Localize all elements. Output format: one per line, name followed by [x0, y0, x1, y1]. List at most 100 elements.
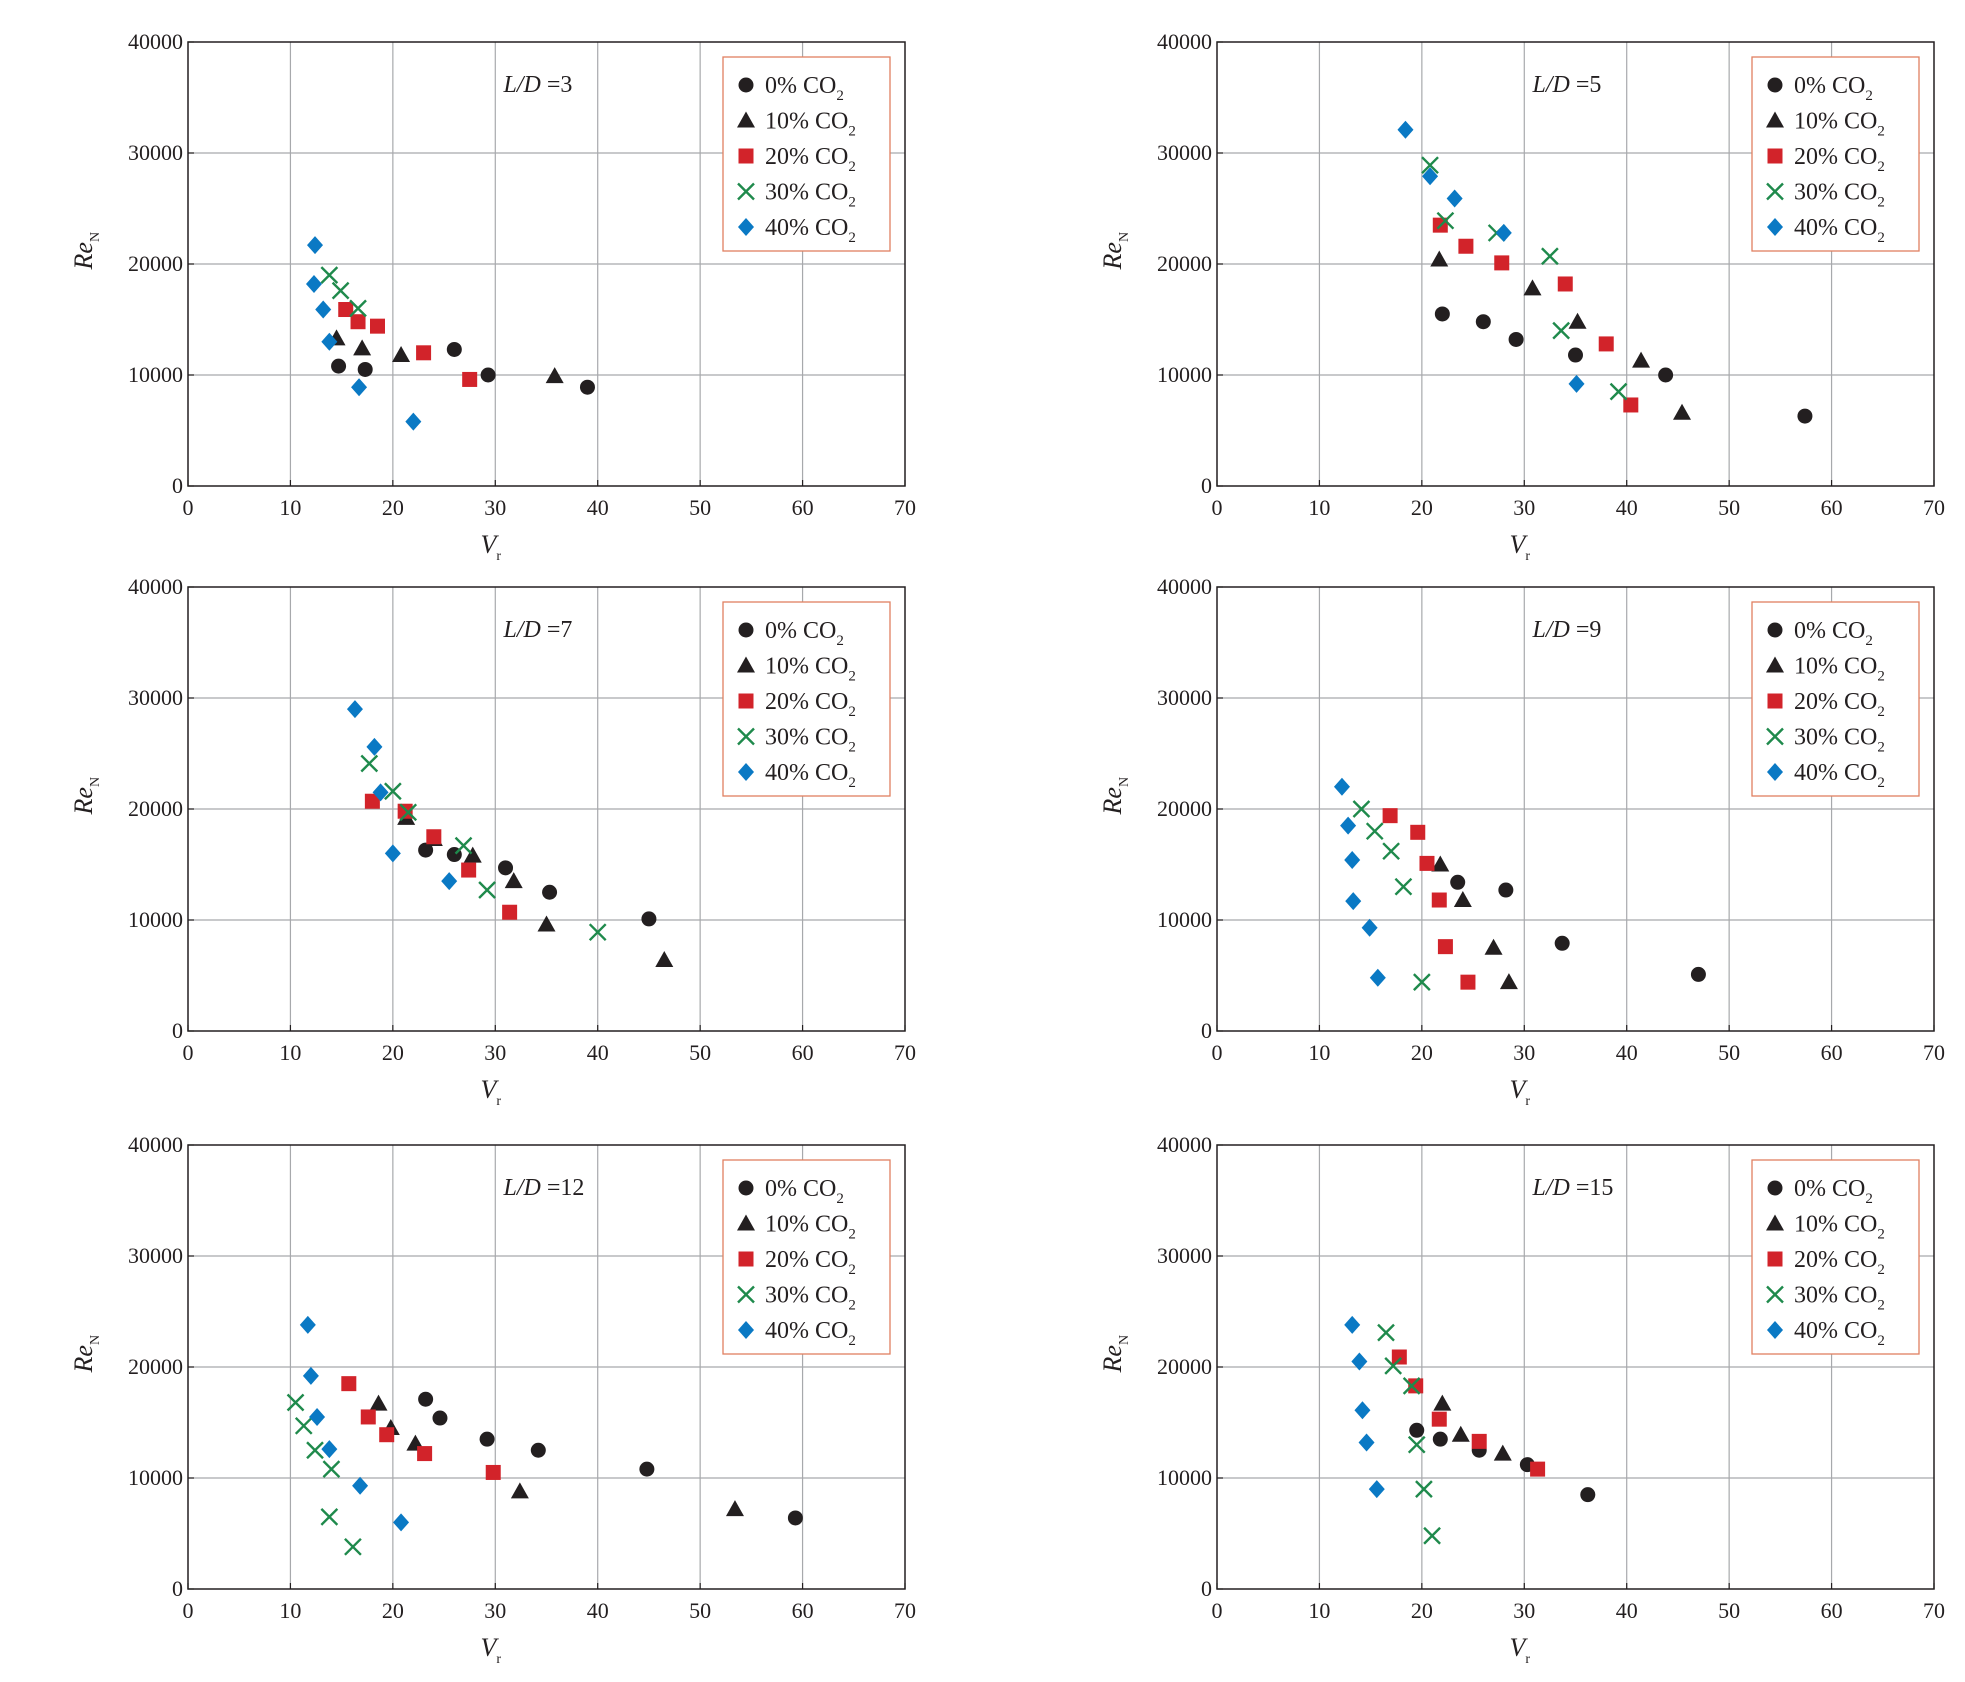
x-tick-label: 40 [587, 495, 609, 520]
data-point [1397, 120, 1414, 139]
x-tick-label: 10 [1308, 1598, 1330, 1623]
data-point [322, 1460, 341, 1478]
legend: 0% CO2 10% CO2 20% CO2 30% CO2 40% CO2 [722, 1159, 891, 1355]
data-point [1365, 822, 1384, 841]
y-axis-label: ReN [1098, 1335, 1132, 1374]
data-point [441, 872, 458, 891]
series-circle [1409, 1422, 1596, 1503]
y-axis-label: ReN [69, 777, 103, 816]
legend-label: 10% CO2 [765, 654, 856, 685]
y-tick-label: 40000 [128, 1132, 183, 1157]
legend: 0% CO2 10% CO2 20% CO2 30% CO2 40% CO2 [1751, 56, 1920, 252]
x-tick-label: 50 [689, 495, 711, 520]
legend-marker-triangle [1766, 111, 1784, 128]
data-point [346, 700, 363, 719]
series-x [286, 1393, 362, 1556]
data-point [344, 1537, 362, 1556]
legend-marker-circle [738, 1180, 754, 1196]
data-point [639, 1461, 655, 1477]
data-point [1407, 1435, 1426, 1454]
series-square [364, 793, 518, 920]
data-point [1568, 347, 1583, 363]
x-tick-label: 0 [183, 1598, 194, 1623]
data-point [338, 302, 354, 318]
legend-label: 20% CO2 [765, 1247, 856, 1278]
data-point [1422, 167, 1439, 186]
data-point [1377, 1323, 1395, 1342]
legend-marker-square [1767, 693, 1783, 709]
x-tick-label: 40 [587, 1040, 609, 1065]
data-point [537, 915, 556, 932]
legend-label: 40% CO2 [765, 215, 856, 246]
chart-panel-1: 0 10 20 30 40 50 60 70 0 10000 20000 30000 40000 Vr Re… [69, 29, 916, 564]
data-point [399, 803, 418, 822]
y-tick-label: 10000 [1157, 907, 1212, 932]
chart-title: L/D =7 [502, 617, 572, 643]
y-tick-label: 0 [1201, 1576, 1212, 1601]
data-point [1541, 247, 1559, 266]
x-tick-label: 30 [1513, 1598, 1535, 1623]
data-point [479, 1431, 495, 1447]
series-circle [418, 1391, 803, 1526]
x-tick-label: 10 [1308, 495, 1330, 520]
data-point [1402, 1377, 1421, 1395]
legend-marker-circle [1767, 622, 1783, 638]
legend-marker-circle [1767, 77, 1783, 93]
legend-label: 0% CO2 [765, 1176, 844, 1207]
data-point [1471, 1433, 1487, 1449]
chart-title: L/D =12 [502, 1175, 584, 1201]
data-point [1434, 306, 1450, 322]
data-point [655, 950, 674, 967]
y-tick-label: 10000 [1157, 362, 1212, 387]
data-point [1413, 973, 1431, 992]
legend-label: 0% CO2 [1794, 1176, 1873, 1207]
chart-title: L/D =9 [1531, 617, 1601, 643]
data-point [426, 829, 442, 845]
data-point [418, 842, 434, 858]
data-point [353, 339, 372, 356]
chart-panel-4: 0 10 20 30 40 50 60 70 0 10000 20000 30000 40000 Vr Re… [1098, 574, 1945, 1109]
legend: 0% CO2 10% CO2 20% CO2 30% CO2 40% CO2 [722, 601, 891, 797]
x-tick-label: 70 [1923, 1598, 1945, 1623]
data-point [480, 367, 496, 383]
data-point [1423, 1526, 1441, 1545]
data-point [1494, 255, 1510, 271]
x-tick-label: 60 [1821, 495, 1843, 520]
data-point [1382, 842, 1400, 861]
chart-title: L/D =3 [502, 72, 572, 98]
data-point [1458, 238, 1474, 254]
x-tick-label: 60 [792, 495, 814, 520]
data-point [478, 881, 496, 899]
legend-label: 20% CO2 [765, 144, 856, 175]
y-tick-label: 40000 [128, 574, 183, 599]
y-axis-label: ReN [1098, 777, 1132, 816]
data-point [397, 803, 413, 819]
legend-marker-diamond [738, 1321, 754, 1339]
data-point [1391, 1349, 1407, 1365]
x-tick-label: 40 [1616, 495, 1638, 520]
series-circle [1450, 874, 1706, 982]
data-point [1530, 1461, 1546, 1477]
series-triangle [397, 808, 674, 967]
legend: 0% CO2 10% CO2 20% CO2 30% CO2 40% CO2 [1751, 1159, 1920, 1355]
series-triangle [1431, 855, 1518, 990]
legend-marker-diamond [1767, 218, 1783, 236]
data-point [725, 1500, 744, 1517]
x-tick-label: 30 [484, 495, 506, 520]
series-x [360, 754, 607, 942]
data-point [369, 1394, 388, 1411]
legend-marker-circle [738, 622, 754, 638]
data-point [1421, 156, 1439, 175]
data-point [302, 1366, 319, 1385]
data-point [309, 1407, 326, 1426]
data-point [1450, 874, 1466, 890]
x-axis-label: Vr [1510, 1075, 1531, 1109]
data-point [446, 341, 462, 357]
data-point [315, 300, 332, 319]
data-point [331, 358, 347, 374]
y-tick-label: 0 [172, 1576, 183, 1601]
data-point [461, 862, 477, 878]
x-tick-label: 60 [792, 1598, 814, 1623]
data-point [357, 361, 373, 377]
series-circle [1434, 306, 1813, 424]
